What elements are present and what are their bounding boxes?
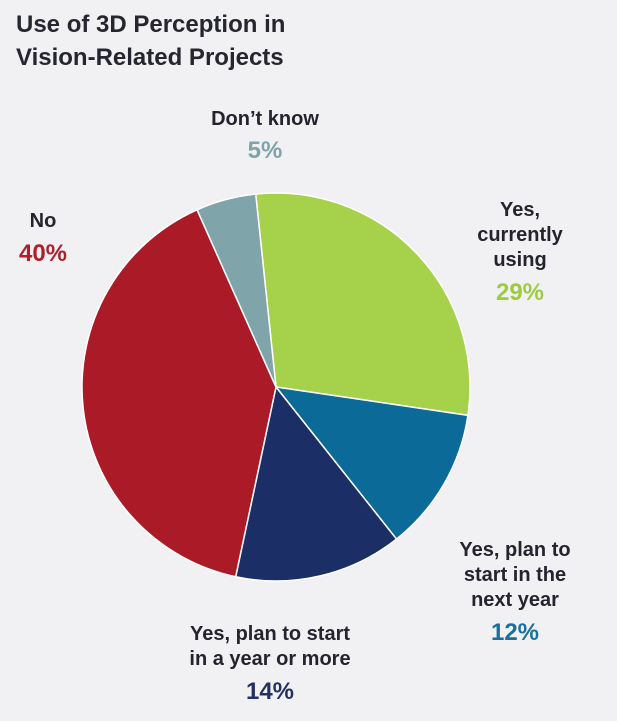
label-year-or-more-line-1: Yes, plan to start (189, 623, 351, 645)
chart-title-line-2: Vision-Related Projects (16, 44, 284, 71)
label-dont-know-text: Don’t know (211, 108, 319, 130)
label-currently-using: Yes, currently using 29% (455, 198, 585, 308)
label-next-year-line-3: next year (471, 589, 559, 611)
label-year-or-more: Yes, plan to start in a year or more 14% (150, 622, 390, 707)
label-next-year-line-1: Yes, plan to (459, 539, 571, 561)
chart-title: Use of 3D Perception in Vision-Related P… (16, 8, 436, 74)
label-no-pct: 40% (18, 240, 68, 267)
label-no: No 40% (12, 209, 74, 269)
label-currently-using-line-1: Yes, (499, 199, 541, 221)
label-currently-using-line-2: currently (477, 224, 563, 246)
label-next-year-line-2: start in the (463, 564, 567, 586)
slice-next-year (274, 385, 469, 541)
label-next-year-pct: 12% (490, 619, 540, 646)
slice-dont-know (196, 193, 277, 388)
label-currently-using-line-3: using (493, 249, 547, 271)
label-no-text: No (29, 210, 57, 232)
label-currently-using-pct: 29% (495, 279, 545, 306)
label-year-or-more-pct: 14% (245, 678, 295, 705)
slice-currently-using (254, 192, 471, 417)
chart-title-line-1: Use of 3D Perception in (16, 11, 286, 38)
label-dont-know-pct: 5% (247, 137, 283, 164)
label-next-year: Yes, plan to start in the next year 12% (440, 538, 590, 648)
slice-no (81, 208, 277, 578)
label-year-or-more-line-2: in a year or more (189, 648, 351, 670)
label-dont-know: Don’t know 5% (190, 107, 340, 166)
slice-year-or-more (234, 385, 398, 582)
